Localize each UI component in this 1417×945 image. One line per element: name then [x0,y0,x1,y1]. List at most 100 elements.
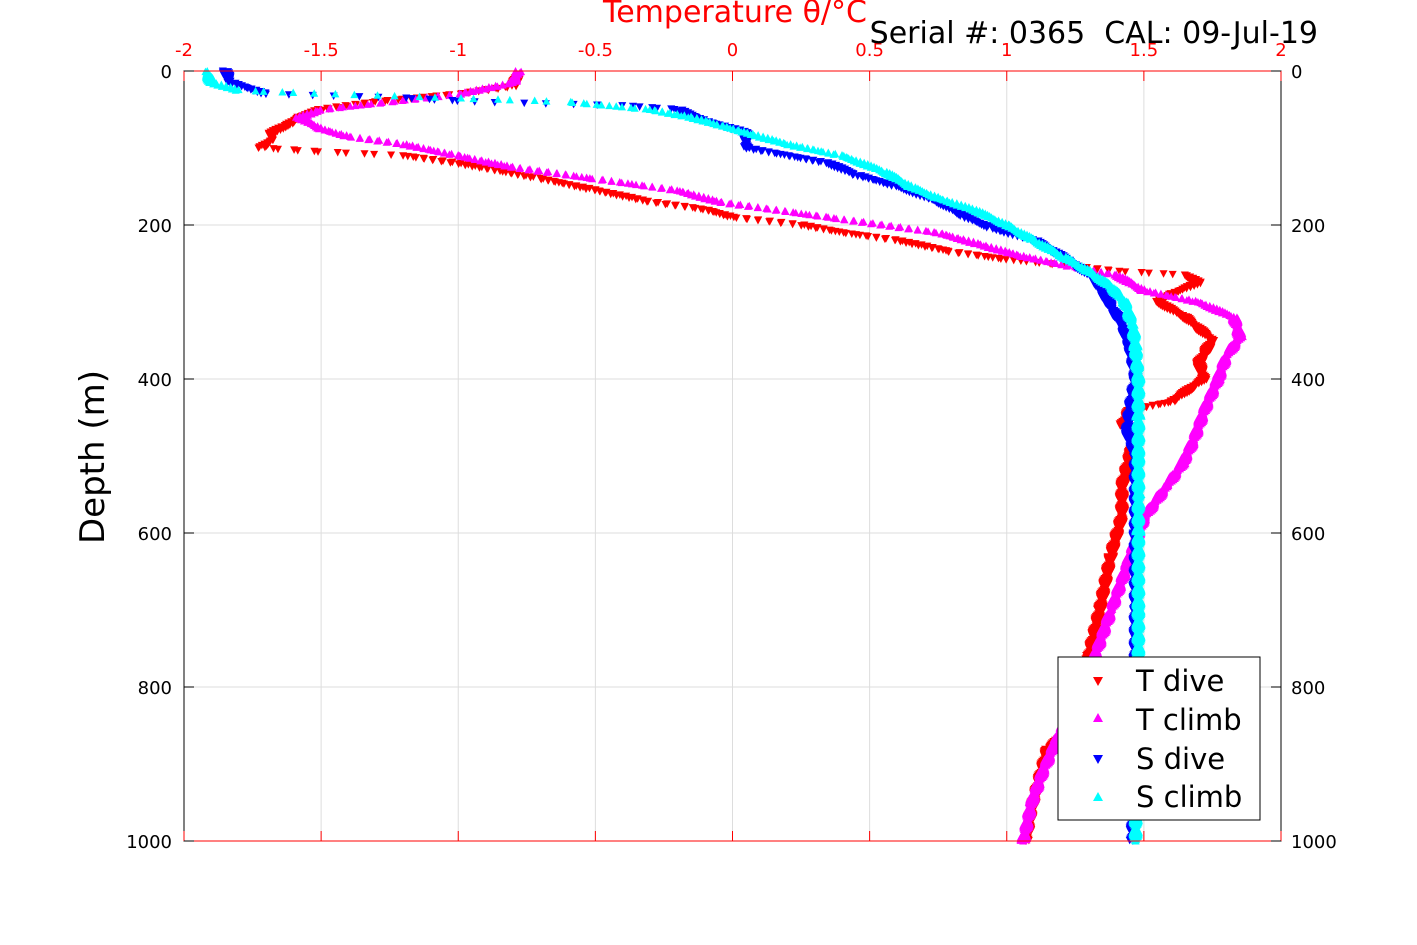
data-point [542,97,551,105]
data-point [325,104,334,113]
x-tick-label: -2 [175,40,193,61]
data-point [849,217,858,225]
data-point [1168,270,1177,279]
data-point [723,213,732,221]
data-point [562,170,571,179]
legend-marker-t-dive [1093,677,1103,686]
data-point [894,223,903,232]
data-point [331,89,340,98]
data-point [960,237,969,245]
data-point [754,133,763,141]
data-point [231,86,240,94]
data-point [582,99,591,108]
data-point [481,84,490,93]
data-point [217,82,226,90]
data-point [1057,260,1066,269]
data-point [788,220,797,229]
data-point [483,165,492,174]
data-point [931,228,940,237]
data-point [954,249,963,258]
data-point [544,177,553,185]
data-point [841,229,850,238]
data-point [927,244,936,253]
data-point [341,149,350,158]
data-point [617,178,626,187]
data-point [254,144,263,152]
data-point [410,95,419,103]
data-point [310,89,319,97]
data-point [631,195,640,204]
series-s-climb [201,67,1146,845]
data-point [456,93,465,102]
data-point [725,199,734,208]
data-point [360,100,369,108]
data-point [498,81,507,89]
data-point [866,219,875,228]
data-point [434,147,443,156]
data-point [872,234,881,242]
data-point [542,168,551,176]
data-point [1149,289,1158,297]
x-tick-label: -0.5 [578,40,613,61]
data-point [885,222,894,230]
data-point [597,101,606,109]
y-tick-label-left: 1000 [126,832,172,853]
data-point [530,96,539,105]
data-point [657,184,666,192]
data-point [278,87,287,96]
y-tick-label-right: 600 [1291,524,1325,545]
data-point [956,202,965,210]
data-point [988,254,997,262]
data-point [469,87,478,96]
legend-item-s-climb: S climb [1093,780,1242,814]
data-point [643,198,652,206]
data-point [381,97,390,106]
data-point [360,150,369,158]
data-point [419,144,428,153]
data-point [913,226,922,234]
data-point [428,156,437,165]
data-point [398,96,407,105]
y-tick-label-left: 600 [138,524,172,545]
chart-title: Temperature θ/°C [602,0,867,30]
data-point [657,108,666,116]
data-point [475,164,484,172]
data-point [824,149,833,157]
data-point [487,159,496,167]
data-point [819,147,828,156]
data-point [789,142,798,150]
x-tick-label: 0.5 [855,40,884,61]
data-point [625,194,634,203]
data-point [1121,268,1130,276]
data-point [222,83,231,92]
data-point [803,144,812,153]
data-point [648,183,657,191]
data-point [606,190,615,199]
data-point [796,143,805,151]
data-point [855,231,864,240]
legend-marker-t-climb [1093,713,1103,722]
data-point [665,185,674,194]
data-point [251,86,260,95]
data-point [260,143,269,152]
data-point [771,206,780,214]
data-point [819,225,828,234]
data-point [392,139,401,148]
data-point [1172,293,1181,302]
serial-label: Serial #: 0365 CAL: 09-Jul-19 [870,16,1318,51]
data-point [1093,265,1102,274]
data-point [520,99,529,108]
data-point [552,169,561,178]
data-point [632,180,641,189]
data-point [653,104,662,113]
data-point [1102,269,1111,278]
data-point [734,201,743,209]
data-point [742,145,751,153]
data-point [965,238,974,246]
data-point [997,247,1006,255]
data-point [402,94,411,102]
data-point [680,203,689,212]
data-point [576,184,585,192]
data-point [376,99,385,107]
data-point [983,243,992,251]
